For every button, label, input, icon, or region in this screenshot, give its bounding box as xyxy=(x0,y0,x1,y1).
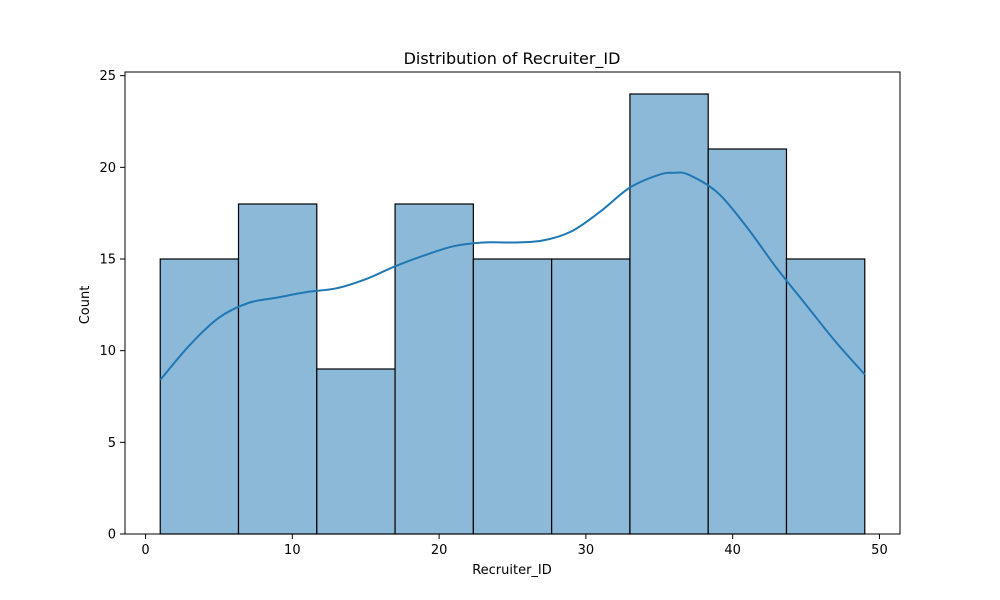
y-tick-label: 25 xyxy=(99,69,116,84)
histogram-bar-8 xyxy=(707,148,788,535)
x-tick-label: 20 xyxy=(431,543,448,558)
histogram-bar-4 xyxy=(394,203,474,535)
y-axis-label: Count xyxy=(78,286,93,325)
histogram-bar-3 xyxy=(316,368,396,535)
x-tick-label: 30 xyxy=(578,543,595,558)
histogram-bar-5 xyxy=(472,258,553,535)
x-axis-label: Recruiter_ID xyxy=(472,563,552,578)
kde-curve xyxy=(159,171,866,381)
histogram-bar-2 xyxy=(237,203,318,535)
y-tick-label: 5 xyxy=(108,436,116,451)
plot-area-frame xyxy=(124,71,901,535)
histogram-bar-1 xyxy=(159,258,240,535)
y-tick-label: 10 xyxy=(99,344,116,359)
x-axis-ticks: 0 10 20 30 40 50 xyxy=(141,534,888,558)
y-tick-label: 15 xyxy=(99,253,116,268)
chart-title: Distribution of Recruiter_ID xyxy=(404,49,621,69)
x-tick-label: 50 xyxy=(871,543,888,558)
y-tick-label: 0 xyxy=(108,528,116,543)
histogram-bar-7 xyxy=(629,93,709,535)
x-tick-label: 10 xyxy=(284,543,301,558)
histogram-bar-9 xyxy=(785,258,866,535)
histogram-bars xyxy=(159,93,866,535)
x-tick-label: 40 xyxy=(724,543,741,558)
y-tick-label: 20 xyxy=(99,161,116,176)
x-tick-label: 0 xyxy=(141,543,149,558)
histogram-bar-6 xyxy=(551,258,631,535)
y-axis-ticks: 0 5 10 15 20 25 xyxy=(99,69,125,543)
